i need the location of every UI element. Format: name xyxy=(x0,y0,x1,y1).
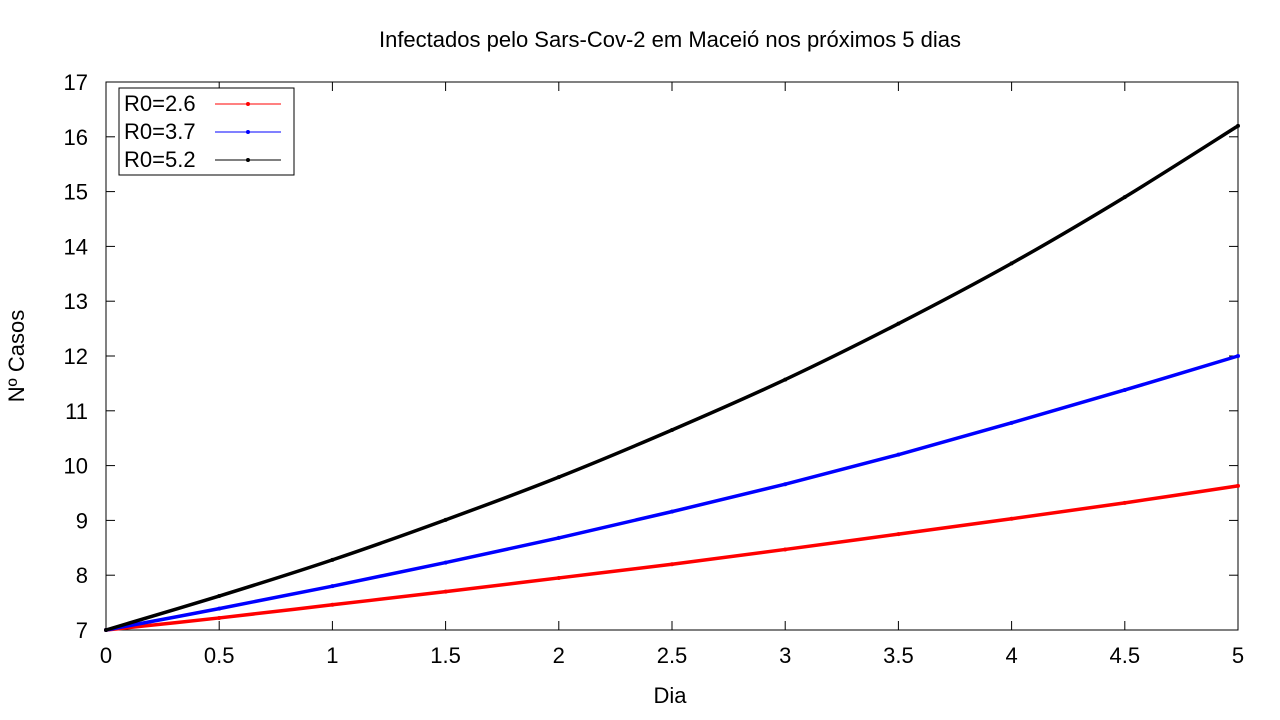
data-point xyxy=(1236,123,1240,128)
data-point xyxy=(217,594,222,599)
y-tick-label: 12 xyxy=(64,344,88,369)
legend: R0=2.6 R0=3.7 R0=5.2 xyxy=(118,87,295,176)
y-tick-label: 9 xyxy=(76,508,88,533)
data-point xyxy=(104,628,108,632)
data-point xyxy=(1009,516,1014,521)
x-tick-label: 4 xyxy=(1005,643,1017,668)
x-tick-label: 3.5 xyxy=(883,643,914,668)
x-axis: 0 0.5 1 1.5 2 2.5 3 3.5 4 4.5 5 xyxy=(100,82,1244,668)
y-tick-label: 7 xyxy=(76,618,88,643)
data-point xyxy=(443,589,448,594)
data-point xyxy=(670,562,674,567)
data-point xyxy=(443,560,448,565)
data-point xyxy=(1236,483,1240,488)
data-point xyxy=(783,547,788,552)
x-tick-label: 5 xyxy=(1232,643,1244,668)
data-point xyxy=(896,532,901,537)
x-tick-label: 3 xyxy=(779,643,791,668)
data-point xyxy=(330,557,335,562)
legend-swatch-marker xyxy=(246,130,250,134)
x-tick-label: 2.5 xyxy=(657,643,688,668)
data-point xyxy=(1009,420,1014,425)
y-tick-label: 8 xyxy=(76,563,88,588)
x-tick-label: 4.5 xyxy=(1110,643,1141,668)
x-tick-label: 0.5 xyxy=(204,643,235,668)
series-line-1 xyxy=(105,354,1239,632)
data-point xyxy=(1122,195,1127,200)
data-point xyxy=(783,482,788,487)
data-point xyxy=(1009,261,1014,266)
data-point xyxy=(1122,387,1127,392)
x-tick-label: 0 xyxy=(100,643,112,668)
data-point xyxy=(330,584,335,589)
data-point xyxy=(556,475,561,480)
y-tick-label: 14 xyxy=(64,234,88,259)
data-point xyxy=(896,452,901,457)
legend-swatch-marker xyxy=(246,158,250,162)
series-line-2 xyxy=(105,124,1239,632)
data-point xyxy=(217,606,222,611)
x-tick-label: 1 xyxy=(326,643,338,668)
data-point xyxy=(556,575,561,580)
series-line-0 xyxy=(105,484,1239,632)
data-point xyxy=(443,517,448,522)
data-point xyxy=(896,321,901,326)
y-tick-label: 15 xyxy=(64,180,88,205)
data-point xyxy=(330,602,335,607)
data-point xyxy=(670,509,674,514)
x-axis-title: Dia xyxy=(653,683,687,708)
x-tick-label: 2 xyxy=(553,643,565,668)
legend-swatch-marker xyxy=(246,102,250,106)
data-point xyxy=(1122,500,1127,505)
data-point xyxy=(783,377,788,382)
y-axis-title: Nº Casos xyxy=(4,310,29,402)
legend-label: R0=2.6 xyxy=(124,91,196,116)
series-layer xyxy=(104,123,1240,632)
data-point xyxy=(1236,354,1240,358)
y-tick-label: 10 xyxy=(64,454,88,479)
y-tick-label: 16 xyxy=(64,125,88,150)
y-tick-label: 11 xyxy=(65,399,88,424)
data-point xyxy=(670,427,674,432)
y-tick-label: 13 xyxy=(64,289,88,314)
data-point xyxy=(217,615,222,620)
x-tick-label: 1.5 xyxy=(430,643,461,668)
legend-label: R0=5.2 xyxy=(124,147,196,172)
y-tick-label: 17 xyxy=(64,70,88,95)
data-point xyxy=(556,535,561,540)
chart-title: Infectados pelo Sars-Cov-2 em Maceió nos… xyxy=(379,27,961,52)
legend-label: R0=3.7 xyxy=(124,119,196,144)
